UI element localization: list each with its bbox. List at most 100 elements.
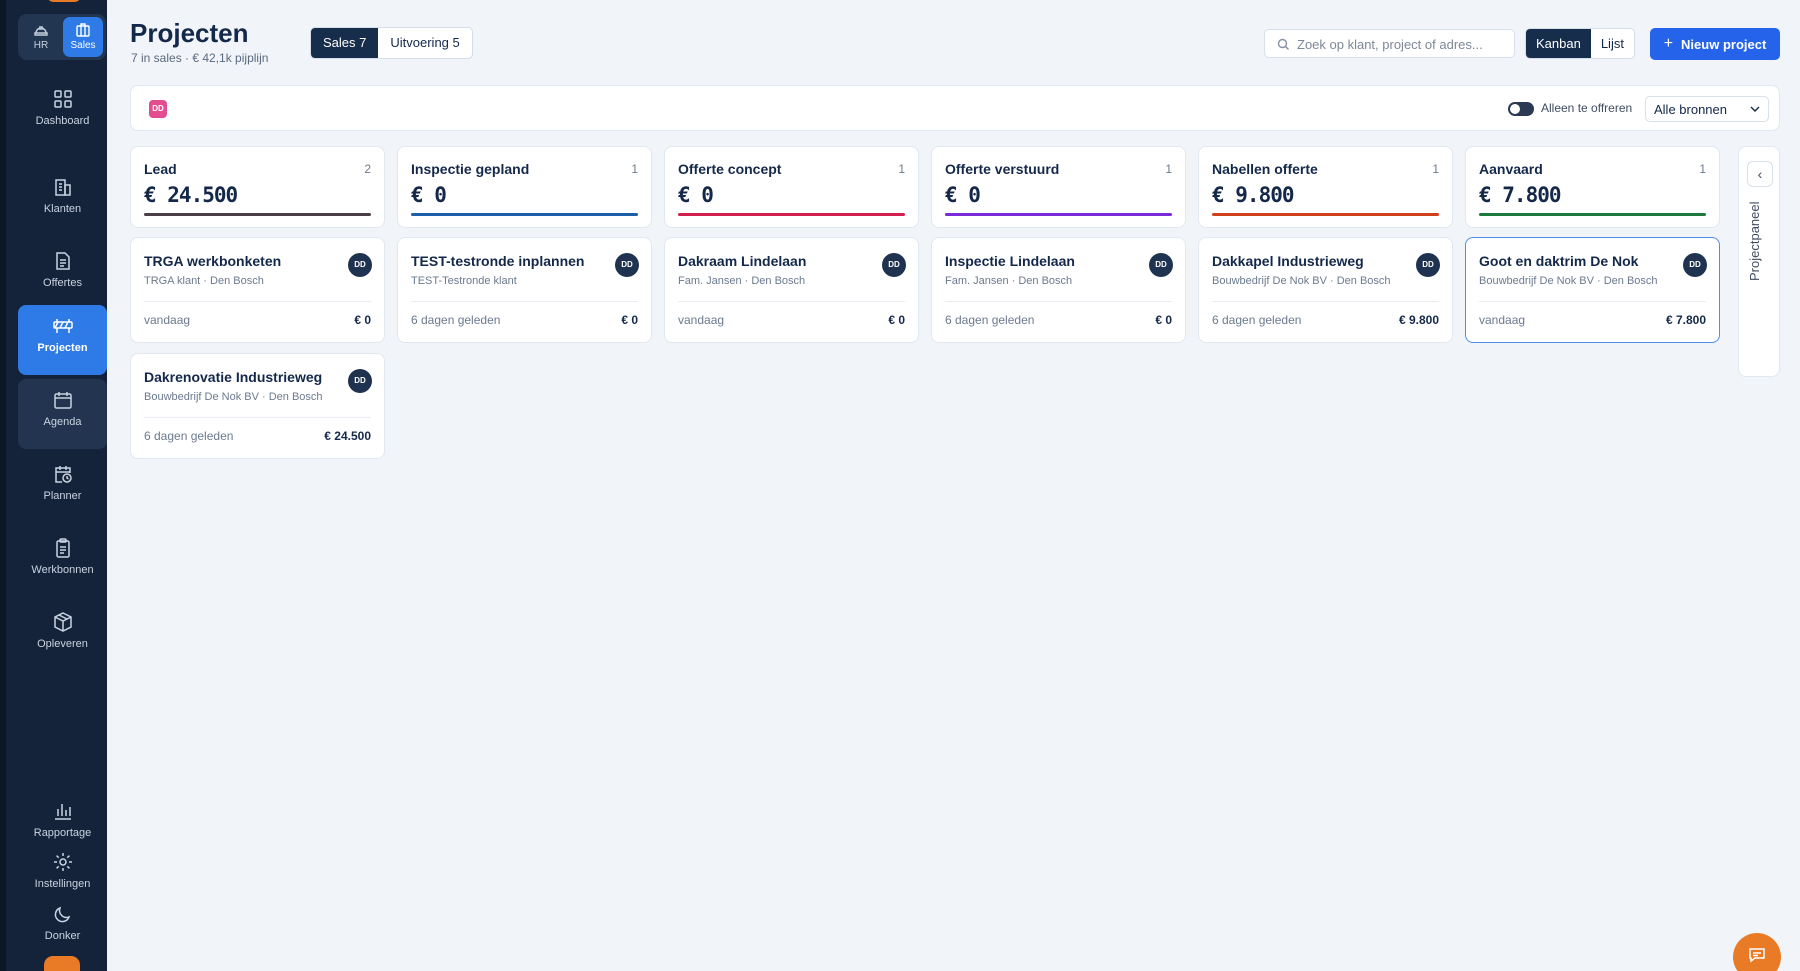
- column-name: Inspectie gepland: [411, 161, 530, 177]
- project-card[interactable]: Dakraam Lindelaan Fam. Jansen · Den Bosc…: [664, 237, 919, 343]
- column-total: € 0: [411, 183, 447, 207]
- column-name: Aanvaard: [1479, 161, 1543, 177]
- project-card[interactable]: Goot en daktrim De Nok Bouwbedrijf De No…: [1465, 237, 1720, 343]
- sidebar-item-label: Rapportage: [33, 827, 92, 839]
- project-panel: ‹ Projectpaneel: [1738, 146, 1780, 377]
- avatar: DD: [348, 253, 372, 277]
- sidebar-item-label: Projecten: [37, 342, 88, 354]
- sidebar-item-donker[interactable]: Donker: [18, 896, 107, 948]
- card-title: Inspectie Lindelaan: [945, 253, 1075, 269]
- divider: [144, 301, 371, 302]
- mode-sales-label: Sales: [70, 40, 96, 51]
- sidebar-item-rapportage[interactable]: Rapportage: [18, 790, 107, 842]
- column-total: € 0: [945, 183, 981, 207]
- filter-bar: DD Alleen te offreren Alle bronnen: [130, 85, 1780, 131]
- card-title: TRGA werkbonketen: [144, 253, 282, 269]
- project-card[interactable]: Dakrenovatie Industrieweg Bouwbedrijf De…: [130, 353, 385, 459]
- card-amount: € 0: [888, 313, 905, 327]
- sidebar-item-dashboard[interactable]: Dashboard: [18, 78, 107, 148]
- search-box: [1264, 29, 1515, 58]
- card-date: 6 dagen geleden: [411, 313, 501, 327]
- card-date: vandaag: [678, 313, 725, 327]
- sidebar-item-label: Planner: [43, 490, 82, 502]
- sidebar-item-projecten[interactable]: Projecten: [18, 305, 107, 375]
- sidebar: HR Sales Dashboard Klanten Offertes Proj…: [0, 0, 107, 971]
- grid-icon: [53, 90, 72, 108]
- view-lijst-button[interactable]: Lijst: [1600, 36, 1624, 51]
- sidebar-item-planner[interactable]: Planner: [18, 453, 107, 523]
- sidebar-item-offertes[interactable]: Offertes: [18, 240, 107, 310]
- bar-chart-icon: [54, 804, 71, 820]
- column-total: € 24.500: [144, 183, 238, 207]
- tab-uitvoering[interactable]: Uitvoering 5: [390, 35, 460, 50]
- card-client: TEST-Testronde klant: [411, 275, 517, 287]
- column-count: 1: [898, 162, 905, 176]
- column-color-bar: [411, 213, 638, 216]
- card-date: 6 dagen geleden: [1212, 313, 1302, 327]
- card-client: Bouwbedrijf De Nok BV · Den Bosch: [144, 391, 323, 403]
- chat-button[interactable]: [1733, 933, 1781, 971]
- column-header-offerte-verstuurd: Offerte verstuurd 1 € 0: [931, 146, 1186, 228]
- sidebar-item-opleveren[interactable]: Opleveren: [18, 601, 107, 671]
- avatar: DD: [348, 369, 372, 393]
- project-card[interactable]: Inspectie Lindelaan Fam. Jansen · Den Bo…: [931, 237, 1186, 343]
- divider: [945, 301, 1172, 302]
- sidebar-item-klanten[interactable]: Klanten: [18, 166, 107, 236]
- search-input[interactable]: [1297, 34, 1507, 54]
- page-subtitle: 7 in sales · € 42,1k pijplijn: [131, 51, 269, 65]
- divider: [1479, 301, 1706, 302]
- column-count: 2: [364, 162, 371, 176]
- column-total: € 0: [678, 183, 714, 207]
- sidebar-item-agenda[interactable]: Agenda: [18, 379, 107, 449]
- column-name: Nabellen offerte: [1212, 161, 1318, 177]
- card-amount: € 0: [1155, 313, 1172, 327]
- panel-toggle-button[interactable]: ‹: [1747, 161, 1773, 187]
- tab-sales[interactable]: Sales 7: [311, 28, 379, 58]
- offer-only-toggle[interactable]: [1508, 102, 1534, 116]
- gear-icon: [53, 853, 72, 871]
- user-badge[interactable]: [44, 956, 80, 971]
- mode-switch: HR Sales: [18, 14, 106, 60]
- search-icon: [1277, 38, 1289, 50]
- card-date: 6 dagen geleden: [945, 313, 1035, 327]
- column-total: € 9.800: [1212, 183, 1295, 207]
- calendar-icon: [53, 392, 72, 409]
- card-client: Fam. Jansen · Den Bosch: [945, 275, 1073, 287]
- page-title: Projecten: [130, 18, 249, 48]
- column-header-inspectie-gepland: Inspectie gepland 1 € 0: [397, 146, 652, 228]
- mode-hr-label: HR: [33, 40, 49, 51]
- column-color-bar: [144, 213, 371, 216]
- card-date: vandaag: [1479, 313, 1526, 327]
- sidebar-item-instellingen[interactable]: Instellingen: [18, 843, 107, 895]
- project-panel-label[interactable]: Projectpaneel: [1747, 202, 1762, 282]
- card-client: Bouwbedrijf De Nok BV · Den Bosch: [1212, 275, 1391, 287]
- user-filter-avatar[interactable]: DD: [149, 100, 167, 118]
- plus-icon: +: [1663, 35, 1674, 52]
- project-card[interactable]: TEST-testronde inplannen TEST-Testronde …: [397, 237, 652, 343]
- column-count: 1: [631, 162, 638, 176]
- source-select-value: Alle bronnen: [1654, 102, 1727, 117]
- notification-indicator: [46, 0, 82, 2]
- view-kanban-button[interactable]: Kanban: [1526, 29, 1591, 58]
- mode-sales-button[interactable]: Sales: [63, 17, 103, 57]
- calendar-clock-icon: [54, 466, 72, 483]
- document-icon: [55, 252, 70, 270]
- project-card[interactable]: Dakkapel Industrieweg Bouwbedrijf De Nok…: [1198, 237, 1453, 343]
- column-total: € 7.800: [1479, 183, 1562, 207]
- mode-hr-button[interactable]: HR: [21, 17, 61, 57]
- column-name: Offerte concept: [678, 161, 782, 177]
- divider: [1212, 301, 1439, 302]
- source-select[interactable]: Alle bronnen: [1645, 96, 1769, 122]
- project-card[interactable]: TRGA werkbonketen TRGA klant · Den Bosch…: [130, 237, 385, 343]
- sidebar-item-label: Agenda: [43, 416, 82, 428]
- sidebar-item-label: Klanten: [43, 203, 82, 215]
- column-count: 1: [1699, 162, 1706, 176]
- card-title: Dakrenovatie Industrieweg: [144, 369, 323, 385]
- card-client: TRGA klant · Den Bosch: [144, 275, 264, 287]
- column-header-lead: Lead 2 € 24.500: [130, 146, 385, 228]
- card-date: 6 dagen geleden: [144, 429, 234, 443]
- sidebar-item-werkbonnen[interactable]: Werkbonnen: [18, 527, 107, 597]
- card-title: Goot en daktrim De Nok: [1479, 253, 1639, 269]
- avatar: DD: [1683, 253, 1707, 277]
- new-project-button[interactable]: + Nieuw project: [1650, 28, 1780, 60]
